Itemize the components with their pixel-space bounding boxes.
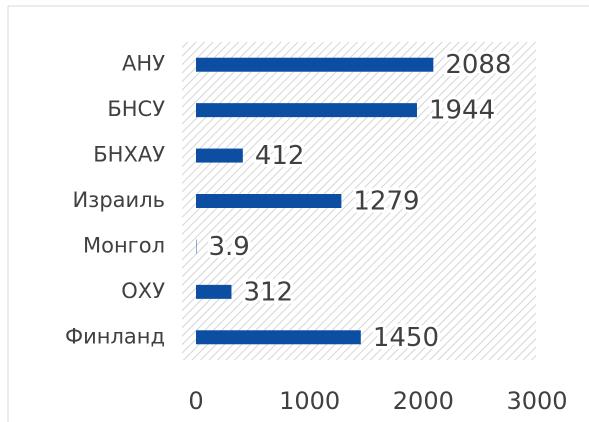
value-label: 1944 [429, 96, 495, 126]
bar [196, 148, 243, 163]
value-label: 2088 [445, 50, 511, 80]
y-tick-label: Монгол [83, 233, 165, 257]
value-label: 312 [243, 277, 293, 307]
x-tick-label: 1000 [279, 387, 340, 415]
value-label: 1279 [353, 187, 419, 217]
bar [196, 330, 361, 345]
x-tick-label: 3000 [506, 387, 567, 415]
value-label: 1450 [373, 323, 439, 353]
bar [196, 103, 417, 118]
value-label: 412 [255, 141, 305, 171]
y-tick-label: БНХАУ [93, 143, 165, 167]
y-tick-label: Финланд [65, 324, 165, 348]
x-tick-label: 0 [188, 387, 203, 415]
y-tick-label: АНУ [122, 52, 165, 76]
value-label: 3.9 [208, 232, 249, 262]
bar [196, 194, 342, 208]
y-tick-label: Израиль [72, 188, 165, 212]
x-tick-label: 2000 [393, 387, 454, 415]
bar [196, 284, 232, 299]
y-tick-label: БНСУ [107, 97, 165, 121]
y-tick-label: ОХУ [121, 279, 165, 303]
bar [196, 57, 434, 72]
